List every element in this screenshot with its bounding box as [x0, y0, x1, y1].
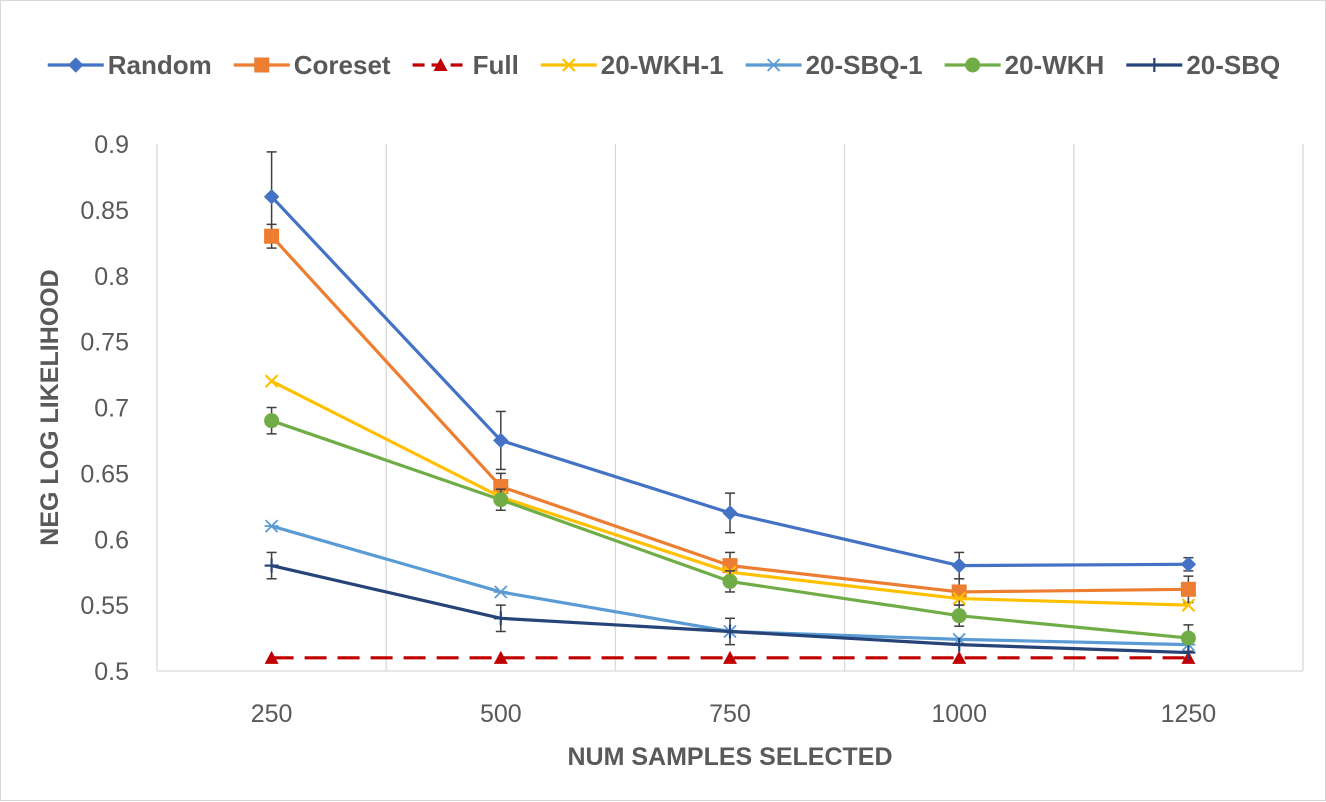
marker-stroke [264, 374, 279, 388]
data-point [493, 492, 509, 508]
data-point [264, 650, 279, 664]
series-20-sbq [264, 551, 1196, 660]
series-random [263, 151, 1197, 580]
series-full [264, 650, 1196, 664]
legend-item-20-wkh-1: 20-WKH-1 [540, 50, 724, 80]
legend-item-random: Random [47, 50, 212, 80]
data-point [264, 374, 279, 388]
legend-label: 20-SBQ [1186, 50, 1280, 80]
data-point [1181, 598, 1196, 612]
legend-item-20-wkh: 20-WKH [944, 50, 1105, 80]
legend-label: Random [108, 50, 212, 80]
data-point [264, 519, 279, 533]
x-tick-label: 750 [709, 700, 751, 728]
y-tick-label: 0.9 [94, 131, 129, 159]
data-point [723, 624, 737, 639]
series-line [270, 235, 1189, 594]
legend-item-20-sbq: 20-SBQ [1126, 50, 1280, 80]
marker-stroke [1181, 598, 1196, 612]
y-tick-label: 0.55 [80, 592, 129, 620]
x-tick-label: 1000 [931, 700, 987, 728]
data-point [1181, 645, 1196, 660]
legend-label: Coreset [294, 50, 391, 80]
legend-marker [68, 57, 84, 73]
data-point [952, 591, 966, 606]
x-tick-label: 500 [480, 700, 522, 728]
gridlines [156, 144, 1304, 671]
x-tick-label: 250 [251, 700, 293, 728]
data-point [263, 188, 280, 205]
legend-label: 20-WKH [1005, 50, 1105, 80]
data-point [493, 611, 508, 626]
data-point [1180, 581, 1196, 597]
legend-item-20-sbq-1: 20-SBQ-1 [745, 50, 923, 80]
data-point [1180, 556, 1197, 572]
data-point [493, 432, 509, 449]
data-point [1180, 630, 1196, 646]
x-tick-label: 1250 [1161, 700, 1217, 728]
data-point [264, 228, 280, 244]
y-tick-label: 0.6 [94, 526, 129, 554]
marker-stroke [952, 591, 966, 606]
marker-stroke [562, 58, 576, 72]
y-tick-label: 0.85 [80, 197, 129, 225]
legend-marker [254, 57, 270, 73]
legend-label: 20-SBQ-1 [806, 50, 923, 80]
series-20-wkh [264, 406, 1196, 652]
legend-marker [562, 58, 576, 72]
y-axis-title: NEG LOG LIKELIHOOD [36, 269, 64, 545]
series-coreset [264, 223, 1196, 606]
y-tick-label: 0.7 [94, 395, 129, 423]
y-tick-label: 0.65 [80, 460, 129, 488]
legend-marker [433, 58, 448, 71]
legend-label: 20-WKH-1 [601, 50, 724, 80]
data-point [493, 650, 508, 664]
data-point [722, 573, 738, 589]
y-tick-label: 0.5 [94, 658, 129, 686]
legend-item-full: Full [412, 50, 519, 80]
data-point [952, 637, 967, 652]
legend-marker [1147, 58, 1162, 72]
data-point [952, 650, 967, 664]
y-tick-label: 0.75 [80, 329, 129, 357]
data-point [723, 650, 737, 664]
series-layer [263, 151, 1197, 664]
data-point [493, 585, 508, 599]
y-tick-label: 0.8 [94, 263, 129, 291]
data-point [951, 608, 967, 624]
legend-marker [766, 58, 781, 72]
axes: 0.5 0.55 0.6 0.65 0.7 0.75 0.8 0.85 0.9 250 500 750… [80, 131, 1303, 728]
x-axis-title: NUM SAMPLES SELECTED [567, 743, 892, 771]
legend-item-coreset: Coreset [233, 50, 391, 80]
legend: Random Coreset Full 20-WKH-1 20-SBQ-1 20-WKH 2… [47, 50, 1280, 80]
legend-marker [965, 57, 981, 73]
legend-label: Full [473, 50, 519, 80]
data-point [264, 558, 279, 573]
data-point [951, 557, 967, 574]
data-point [264, 413, 280, 429]
data-point [722, 505, 738, 521]
